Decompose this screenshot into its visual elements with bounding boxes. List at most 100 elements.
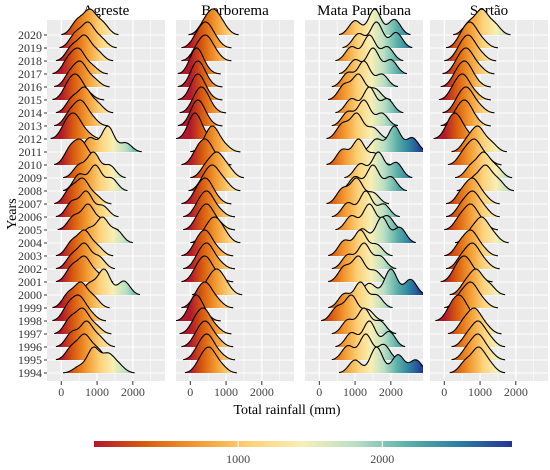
ridge-fill-2000	[353, 269, 423, 295]
y-tick-label: 1994	[18, 366, 42, 380]
ridge-fill-2012	[50, 113, 103, 139]
ridge-line-2005	[335, 203, 404, 231]
x-tick-label: 0	[316, 385, 322, 399]
ridge-line-2005	[183, 203, 236, 231]
ridge-fill-2009	[344, 152, 413, 178]
y-tick-label: 2019	[18, 41, 42, 55]
ridge-line-2007	[326, 177, 390, 205]
ridge-fill-2020	[339, 9, 411, 35]
x-tick-label: 2000	[504, 385, 528, 399]
ridge-fill-2019	[446, 22, 498, 48]
panel-title: Mata Paraibana	[317, 3, 411, 19]
ridge-line-2000	[449, 268, 506, 296]
y-tick-label: 2014	[18, 106, 42, 120]
ridge-line-2014	[335, 86, 404, 114]
ridge-fill-2002	[331, 243, 397, 269]
ridge-line-2003	[444, 229, 498, 257]
ridge-line-2017	[177, 47, 221, 75]
ridge-line-2014	[55, 86, 114, 114]
ridge-line-1999	[52, 281, 110, 309]
ridge-line-2001	[328, 255, 391, 283]
ridge-fill-2011	[451, 126, 507, 152]
ridge-line-2000	[353, 268, 423, 296]
ridge-line-2013	[54, 99, 108, 127]
ridge-fill-2013	[177, 100, 223, 126]
ridge-line-2017	[338, 47, 408, 75]
ridge-line-2019	[59, 21, 117, 49]
ridge-line-2007	[54, 177, 112, 205]
x-tick-label: 2000	[379, 385, 403, 399]
y-tick-label: 2011	[18, 145, 42, 159]
ridge-line-1994	[338, 346, 423, 374]
colorbar-tick-label: 2000	[370, 452, 394, 466]
ridge-fill-2006	[331, 191, 400, 217]
ridge-line-2011	[360, 125, 423, 153]
ridge-line-1996	[335, 320, 406, 348]
ridge-line-1994	[63, 346, 135, 374]
ridge-line-2003	[181, 229, 234, 257]
ridge-line-2007	[446, 177, 500, 205]
ridge-line-1998	[52, 294, 107, 322]
ridge-line-2019	[445, 21, 498, 49]
ridge-fill-2019	[59, 22, 117, 48]
ridge-fill-1997	[447, 308, 502, 334]
x-tick-label: 1000	[343, 385, 367, 399]
y-tick-label: 2017	[18, 67, 42, 81]
ridge-line-1994	[449, 346, 506, 374]
ridge-line-2006	[331, 190, 400, 218]
ridge-line-2014	[442, 86, 495, 114]
ridge-line-2017	[52, 47, 108, 75]
ridge-line-1995	[451, 333, 506, 361]
ridge-fill-2017	[339, 48, 407, 74]
ridge-line-2008	[188, 164, 241, 192]
y-tick-label: 1997	[18, 327, 42, 341]
ridge-fill-2016	[331, 61, 398, 87]
x-tick-label: 2000	[121, 385, 145, 399]
y-tick-label: 2015	[18, 93, 42, 107]
ridge-line-2018	[444, 34, 497, 62]
ridge-fill-1994	[339, 347, 423, 373]
ridge-fill-2019	[342, 22, 413, 48]
y-tick-label: 1998	[18, 314, 42, 328]
ridge-line-2018	[55, 34, 114, 62]
ridge-line-2003	[328, 229, 393, 257]
ridge-fill-1997	[331, 308, 397, 334]
ridge-line-2011	[73, 125, 142, 153]
ridge-line-1999	[328, 281, 393, 309]
y-tick-label: 2009	[18, 171, 42, 185]
ridge-line-2009	[190, 151, 244, 179]
x-tick-label: 1000	[214, 385, 238, 399]
ridge-line-2011	[451, 125, 507, 153]
ridge-line-2012	[326, 112, 390, 140]
ridge-line-2016	[331, 60, 399, 88]
ridge-line-2014	[179, 86, 227, 114]
ridge-line-2019	[181, 21, 232, 49]
ridge-line-2015	[52, 73, 105, 101]
y-tick-label: 2005	[18, 223, 42, 237]
y-axis-title: Years	[5, 198, 20, 229]
ridge-line-2013	[331, 99, 399, 127]
ridge-line-2006	[183, 190, 236, 218]
ridge-line-2002	[446, 242, 500, 270]
y-tick-label: 2006	[18, 210, 42, 224]
ridge-line-2016	[440, 60, 491, 88]
ridge-line-2017	[442, 47, 495, 75]
ridge-line-1996	[451, 320, 506, 348]
ridge-fill-2012	[433, 113, 482, 139]
ridge-fill-2007	[54, 178, 112, 204]
ridge-line-2006	[446, 190, 500, 218]
ridge-line-2008	[62, 164, 128, 192]
ridge-line-2006	[55, 190, 119, 218]
ridge-line-1997	[179, 307, 232, 335]
ridge-line-1995	[331, 333, 400, 361]
ridge-fill-1994	[184, 347, 237, 373]
y-tick-label: 2007	[18, 197, 42, 211]
ridge-line-1996	[55, 320, 115, 348]
ridge-fill-2006	[446, 191, 500, 217]
y-tick-label: 1999	[18, 301, 42, 315]
